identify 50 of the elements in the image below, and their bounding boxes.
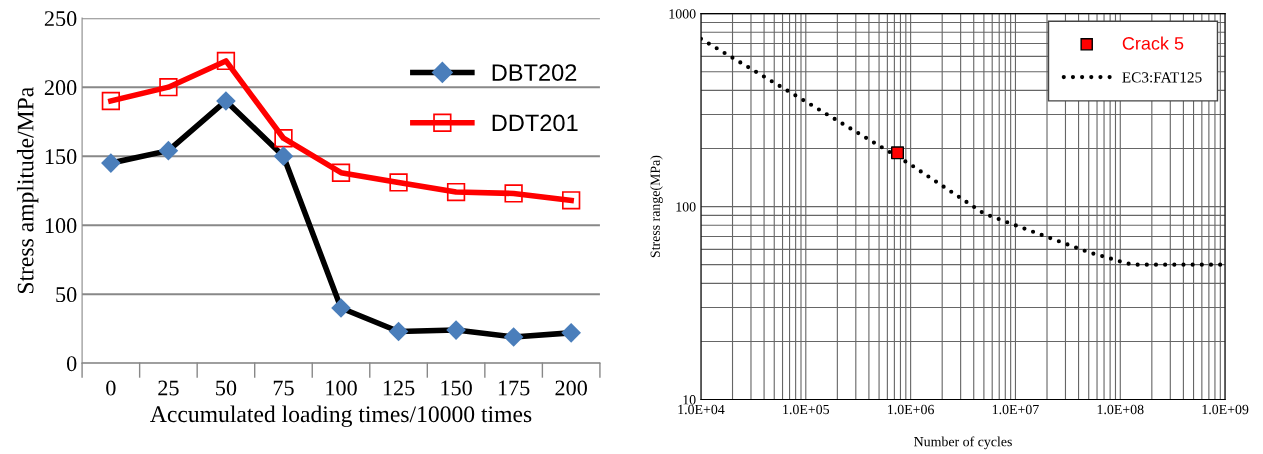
point — [216, 51, 236, 71]
point — [158, 140, 179, 161]
x-tick-label: 125 — [383, 380, 415, 396]
point — [446, 320, 466, 340]
point — [331, 298, 351, 318]
y-tick-label: 100 — [45, 218, 77, 234]
x-tick-label: 1.0E+05 — [783, 404, 830, 415]
point — [561, 323, 581, 343]
y-tick-label: 100 — [676, 202, 696, 212]
legend-label: EC3:FAT125 — [1122, 72, 1202, 83]
y-tick-label: 200 — [44, 80, 77, 96]
legend-label: DBT202 — [492, 64, 577, 81]
x-tick-label: 0 — [106, 380, 116, 396]
y-tick-label: 50 — [56, 287, 77, 303]
point — [101, 91, 121, 111]
point — [446, 182, 466, 202]
x-tick-label: 1.0E+06 — [888, 404, 934, 415]
point — [561, 191, 581, 210]
legend-label: DDT201 — [492, 114, 578, 132]
x-tick-label: 50 — [216, 380, 237, 396]
y-tick-label: 150 — [45, 149, 77, 165]
point — [388, 321, 409, 342]
point — [389, 173, 408, 192]
y-axis-title: Stress amplitude/MPa — [16, 87, 39, 294]
legend-label: Crack 5 — [1122, 36, 1184, 50]
x-tick-label: 1.0E+09 — [1202, 404, 1249, 415]
point — [504, 184, 523, 203]
point — [274, 129, 293, 148]
x-tick-label: 200 — [555, 380, 587, 396]
x-axis-title: Number of cycles — [914, 436, 1012, 450]
point — [159, 77, 178, 97]
y-tick-label: 0 — [66, 356, 77, 372]
point — [273, 146, 294, 166]
y-tick-label: 10 — [683, 395, 696, 405]
x-tick-label: 1.0E+08 — [1097, 404, 1144, 415]
x-tick-label: 175 — [498, 380, 530, 396]
x-axis-title: Accumulated loading times/10000 times — [150, 405, 532, 428]
point — [503, 327, 524, 347]
x-tick-label: 25 — [158, 380, 179, 396]
point — [331, 163, 351, 182]
x-tick-label: 150 — [441, 380, 472, 396]
x-tick-label: 100 — [326, 380, 357, 396]
y-tick-label: 1000 — [669, 9, 696, 19]
point — [216, 91, 236, 111]
x-tick-label: 1.0E+04 — [678, 404, 725, 415]
y-axis-title: Stress range(MPa) — [650, 155, 663, 258]
x-tick-label: 75 — [273, 380, 294, 396]
point — [101, 153, 121, 173]
y-tick-label: 250 — [44, 11, 77, 27]
x-tick-label: 1.0E+07 — [992, 404, 1039, 415]
